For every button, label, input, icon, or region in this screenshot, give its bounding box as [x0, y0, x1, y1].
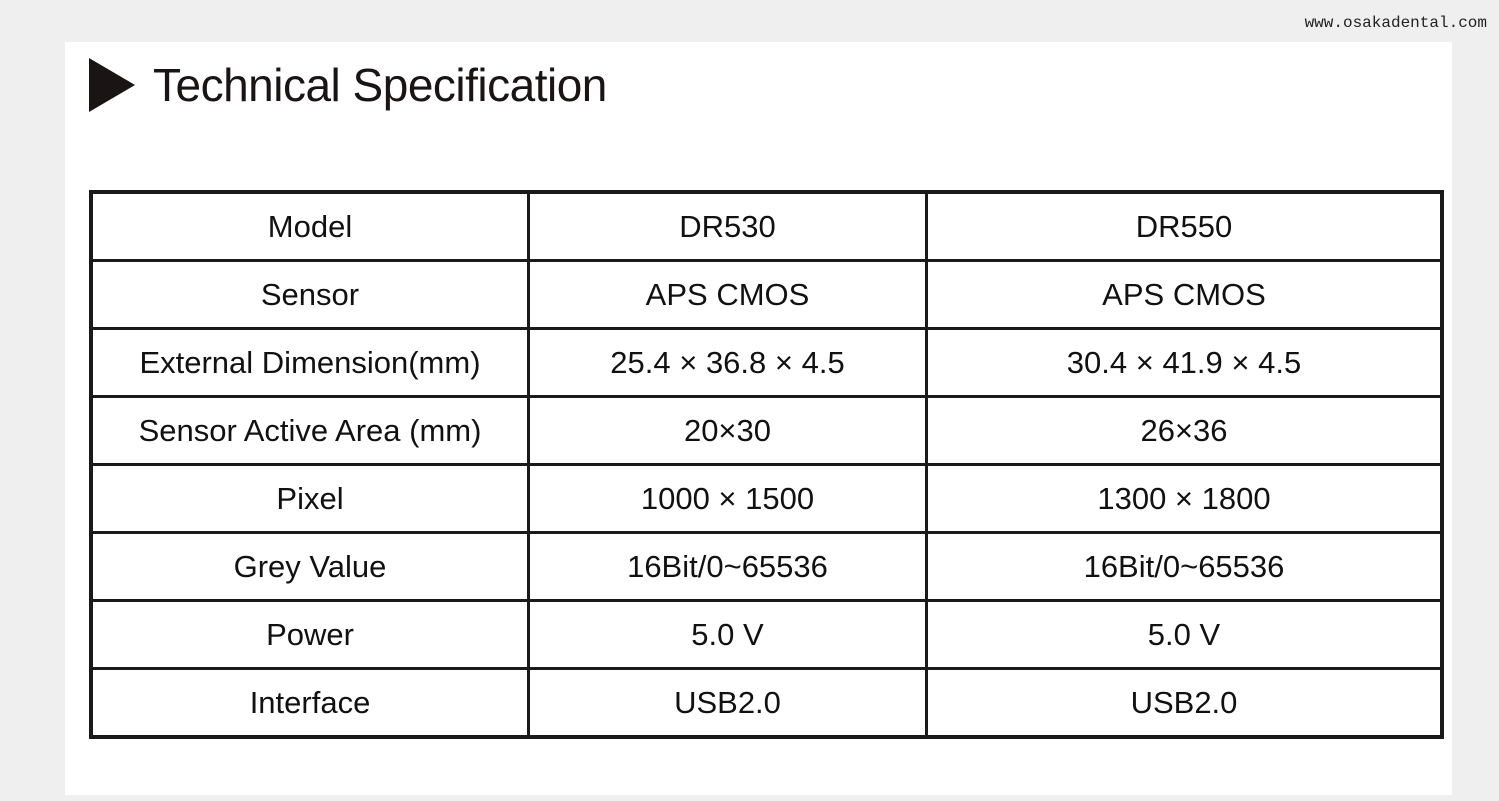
- row-label: Model: [89, 190, 530, 262]
- spec-panel: Technical Specification Model DR530 DR550 S…: [65, 42, 1452, 795]
- table-row: Power 5.0 V 5.0 V: [89, 599, 1444, 670]
- spec-value: USB2.0: [527, 667, 928, 739]
- table-row: Model DR530 DR550: [89, 190, 1444, 262]
- row-label: Pixel: [89, 463, 530, 534]
- table-row: Sensor Active Area (mm) 20×30 26×36: [89, 395, 1444, 466]
- spec-value: 1000 × 1500: [527, 463, 928, 534]
- spec-value: 5.0 V: [925, 599, 1444, 670]
- row-label: Sensor: [89, 259, 530, 330]
- spec-value: 5.0 V: [527, 599, 928, 670]
- spec-value: APS CMOS: [925, 259, 1444, 330]
- spec-value: 26×36: [925, 395, 1444, 466]
- spec-value: 1300 × 1800: [925, 463, 1444, 534]
- row-label: Sensor Active Area (mm): [89, 395, 530, 466]
- page-title: Technical Specification: [153, 59, 607, 111]
- table-row: External Dimension(mm) 25.4 × 36.8 × 4.5 3…: [89, 327, 1444, 398]
- spec-value: DR530: [527, 190, 928, 262]
- spec-value: 25.4 × 36.8 × 4.5: [527, 327, 928, 398]
- spec-value: 20×30: [527, 395, 928, 466]
- row-label: Grey Value: [89, 531, 530, 602]
- watermark-url: www.osakadental.com: [1304, 14, 1487, 32]
- row-label: Power: [89, 599, 530, 670]
- table-row: Pixel 1000 × 1500 1300 × 1800: [89, 463, 1444, 534]
- spec-value: USB2.0: [925, 667, 1444, 739]
- spec-value: 16Bit/0~65536: [925, 531, 1444, 602]
- table-row: Interface USB2.0 USB2.0: [89, 667, 1444, 739]
- triangle-bullet-icon: [89, 58, 135, 112]
- table-row: Grey Value 16Bit/0~65536 16Bit/0~65536: [89, 531, 1444, 602]
- spec-value: DR550: [925, 190, 1444, 262]
- spec-table: Model DR530 DR550 Sensor APS CMOS APS CMOS Ext…: [89, 190, 1444, 739]
- row-label: External Dimension(mm): [89, 327, 530, 398]
- row-label: Interface: [89, 667, 530, 739]
- spec-value: 16Bit/0~65536: [527, 531, 928, 602]
- section-header: Technical Specification: [89, 58, 607, 112]
- table-row: Sensor APS CMOS APS CMOS: [89, 259, 1444, 330]
- spec-value: APS CMOS: [527, 259, 928, 330]
- spec-value: 30.4 × 41.9 × 4.5: [925, 327, 1444, 398]
